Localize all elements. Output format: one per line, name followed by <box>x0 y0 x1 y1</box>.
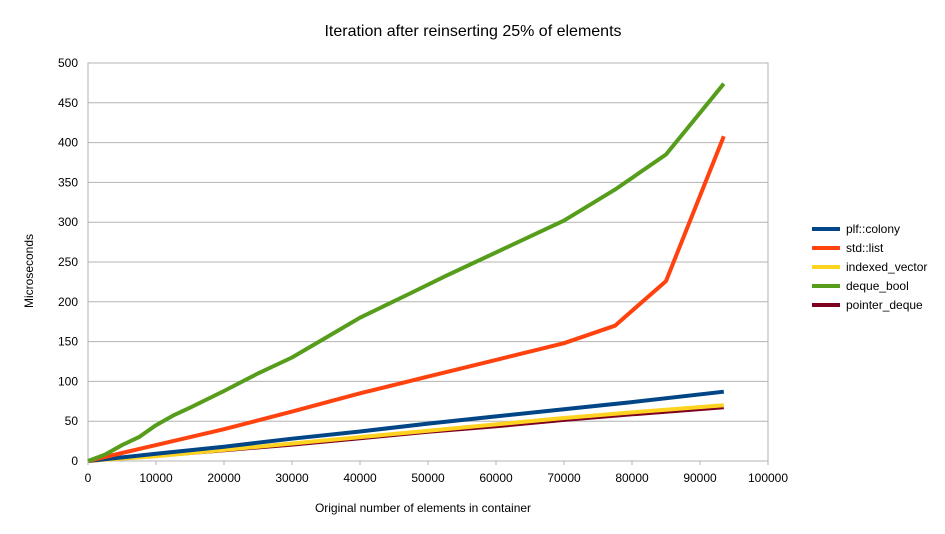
x-tick-label: 70000 <box>547 471 581 485</box>
x-tick-labels: 0 10000 20000 30000 40000 50000 60000 70000 8000… <box>85 461 788 485</box>
series-lines <box>87 82 726 463</box>
y-tick-label: 200 <box>58 295 78 309</box>
x-tick-label: 40000 <box>343 471 377 485</box>
y-tick-label: 150 <box>58 335 78 349</box>
legend-label: std::list <box>846 241 884 255</box>
y-axis-label: Microseconds <box>22 234 36 308</box>
x-axis-label: Original number of elements in container <box>315 501 531 515</box>
y-tick-label: 350 <box>58 175 78 189</box>
series-line-std-list <box>87 135 726 463</box>
y-tick-label: 400 <box>58 136 78 150</box>
x-tick-label: 20000 <box>207 471 241 485</box>
x-tick-label: 30000 <box>275 471 309 485</box>
x-tick-label: 60000 <box>479 471 513 485</box>
series-line-plf-colony <box>87 389 725 463</box>
x-tick-label: 50000 <box>411 471 445 485</box>
y-tick-label: 250 <box>58 255 78 269</box>
grid-lines <box>88 62 768 462</box>
x-tick-label: 80000 <box>615 471 649 485</box>
y-tick-label: 50 <box>65 414 79 428</box>
y-tick-label: 500 <box>58 56 78 70</box>
x-tick-label: 90000 <box>683 471 717 485</box>
y-tick-label: 300 <box>58 215 78 229</box>
chart-title: Iteration after reinserting 25% of eleme… <box>324 23 621 40</box>
x-tick-label: 10000 <box>139 471 173 485</box>
series-line-deque-bool <box>87 82 726 463</box>
legend-label: deque_bool <box>846 279 909 293</box>
x-tick-label: 100000 <box>748 471 788 485</box>
y-tick-label: 0 <box>71 454 78 468</box>
legend-label: plf::colony <box>846 222 900 236</box>
y-tick-labels: 0 50 100 150 200 250 300 350 400 450 500 <box>58 56 78 468</box>
legend-label: pointer_deque <box>846 298 923 312</box>
legend-label: indexed_vector <box>846 260 927 274</box>
y-tick-label: 450 <box>58 96 78 110</box>
x-tick-label: 0 <box>85 471 92 485</box>
legend: plf::colonystd::listindexed_vectordeque_… <box>812 222 927 312</box>
series-line-indexed-vector <box>87 403 724 463</box>
y-tick-label: 100 <box>58 374 78 388</box>
